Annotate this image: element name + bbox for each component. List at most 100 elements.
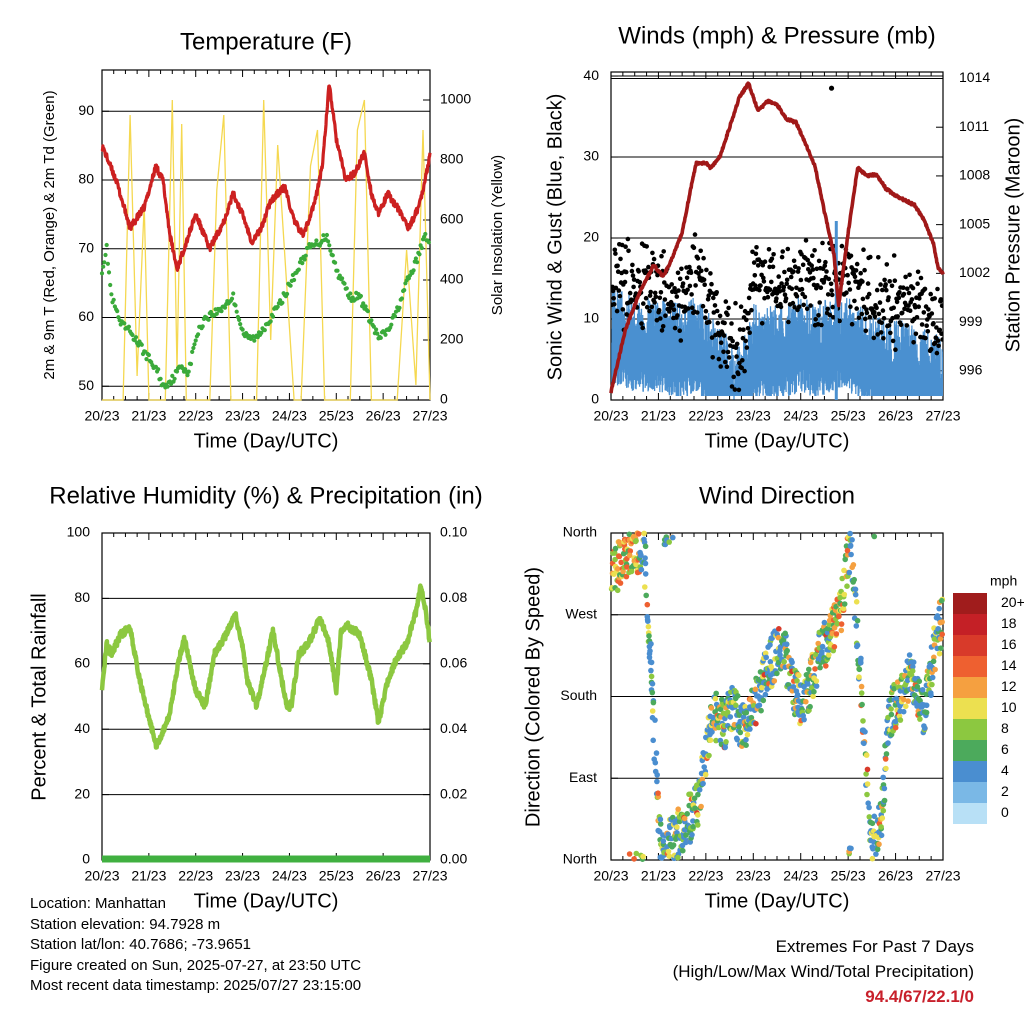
gust-point xyxy=(650,250,655,256)
gust-point xyxy=(877,300,883,305)
gust-point xyxy=(939,303,943,308)
gust-point xyxy=(725,312,730,318)
y-tick-label: North xyxy=(563,851,597,867)
gust-point xyxy=(871,335,877,341)
dewpoint-point xyxy=(292,277,297,283)
dewpoint-point xyxy=(303,253,308,258)
wind-direction-point xyxy=(612,556,618,563)
gust-point xyxy=(827,312,833,318)
dewpoint-point xyxy=(426,240,431,245)
dewpoint-point xyxy=(102,260,107,265)
gust-point xyxy=(774,296,779,301)
gust-point xyxy=(746,295,752,301)
gust-point xyxy=(654,317,660,323)
wind-direction-point xyxy=(760,697,767,704)
wind-direction-point xyxy=(883,751,890,757)
wind-direction-point xyxy=(640,853,646,860)
gust-point xyxy=(829,288,834,293)
y2-tick-label: 0.00 xyxy=(440,851,467,867)
gust-point xyxy=(825,306,830,312)
dewpoint-point xyxy=(111,297,116,302)
gust-point xyxy=(767,287,773,293)
wind-direction-point xyxy=(747,726,753,732)
gust-point xyxy=(820,240,825,246)
wind-direction-point xyxy=(648,641,654,647)
wind-direction-point xyxy=(891,686,897,692)
wind-direction-point xyxy=(823,663,829,669)
gust-point xyxy=(736,371,741,377)
gust-point xyxy=(623,269,629,275)
gust-point xyxy=(721,349,726,355)
wind-direction-point xyxy=(719,696,725,703)
gust-point xyxy=(674,294,680,299)
gust-point xyxy=(891,305,896,311)
dewpoint-point xyxy=(186,369,191,374)
gust-point xyxy=(906,303,911,308)
wind-direction-point xyxy=(646,633,652,639)
x-tick-label: 21/23 xyxy=(641,408,676,424)
gust-point xyxy=(637,280,643,285)
x-tick-label: 26/23 xyxy=(366,868,401,884)
gust-point xyxy=(662,280,667,285)
gust-point xyxy=(940,337,943,342)
wind-direction-point xyxy=(878,824,884,830)
dewpoint-point xyxy=(326,239,331,244)
gust-point xyxy=(615,263,620,269)
wind-direction-point xyxy=(752,686,759,693)
dewpoint-point xyxy=(193,338,198,343)
gust-point xyxy=(864,307,869,312)
wind-direction-point xyxy=(646,650,653,657)
y2-tick-label: 0.06 xyxy=(440,655,467,671)
wind-direction-point xyxy=(660,838,667,844)
gust-point xyxy=(689,292,694,297)
gust-point xyxy=(723,299,729,304)
y-axis-label: Direction (Colored By Speed) xyxy=(522,567,544,827)
gust-point xyxy=(640,325,645,331)
dewpoint-point xyxy=(165,384,170,389)
gust-point xyxy=(896,295,902,301)
gust-point xyxy=(623,244,628,249)
gust-point xyxy=(854,261,860,267)
wind-direction-point xyxy=(853,623,860,629)
y-tick-label: 60 xyxy=(78,308,94,324)
wind-direction-point xyxy=(928,692,934,699)
wind-direction-point xyxy=(860,718,866,724)
gust-point xyxy=(648,289,653,295)
colorbar-swatch xyxy=(953,761,987,782)
y2-tick-label: 0.04 xyxy=(440,720,467,736)
gust-point xyxy=(662,297,668,302)
wind-direction-point xyxy=(862,729,868,735)
y2-tick-label: 1002 xyxy=(959,264,990,280)
gust-point xyxy=(874,305,879,311)
gust-point xyxy=(779,281,784,286)
x-tick-label: 26/23 xyxy=(878,408,913,424)
y2-tick-label: 0 xyxy=(440,391,448,407)
gust-point xyxy=(731,374,736,380)
gust-point xyxy=(886,323,892,328)
wind-direction-point xyxy=(783,641,790,648)
wind-direction-point xyxy=(696,787,703,793)
x-axis-label: Time (Day/UTC) xyxy=(194,890,339,912)
wind-direction-point xyxy=(865,800,871,806)
gust-point xyxy=(738,304,744,310)
wind-direction-point xyxy=(866,814,873,820)
wind-direction-point xyxy=(665,848,672,855)
colorbar-label: 12 xyxy=(1001,678,1017,694)
dewpoint-point xyxy=(191,345,196,351)
wind-direction-point xyxy=(812,666,818,672)
wind-direction-point xyxy=(834,620,841,627)
gust-point xyxy=(889,283,895,289)
y2-axis-label: Solar Insolation (Yellow) xyxy=(489,155,506,315)
y-tick-label: 90 xyxy=(78,102,94,118)
y2-tick-label: 200 xyxy=(440,331,464,347)
wind-direction-point xyxy=(852,586,859,593)
gust-point xyxy=(701,277,707,283)
wind-direction-point xyxy=(881,797,888,804)
wind-direction-point xyxy=(869,820,876,827)
gust-point xyxy=(758,283,763,288)
x-tick-label: 27/23 xyxy=(412,408,447,424)
gust-point xyxy=(703,308,709,314)
dewpoint-point xyxy=(335,268,340,273)
y-tick-label: 0 xyxy=(82,851,90,867)
wind-direction-point xyxy=(680,847,686,854)
